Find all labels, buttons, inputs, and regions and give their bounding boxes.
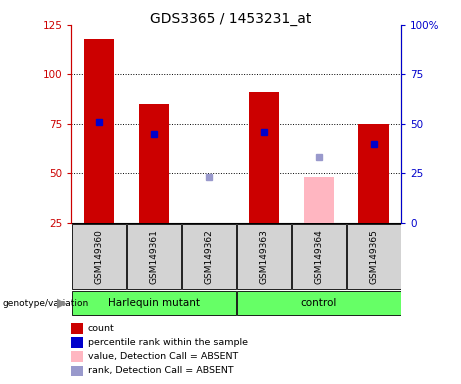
Text: ▶: ▶ [57,297,67,310]
Text: value, Detection Call = ABSENT: value, Detection Call = ABSENT [88,352,238,361]
Text: percentile rank within the sample: percentile rank within the sample [88,338,248,347]
Bar [292,224,346,289]
Text: GSM149364: GSM149364 [314,229,323,284]
Bar [182,224,236,289]
Bar [359,124,389,223]
Bar [84,39,114,223]
Text: Harlequin mutant: Harlequin mutant [108,298,200,308]
Bar [194,223,224,225]
Text: count: count [88,324,114,333]
Text: GSM149365: GSM149365 [369,229,378,284]
Text: GSM149363: GSM149363 [259,229,268,284]
Bar [127,224,181,289]
Text: genotype/variation: genotype/variation [2,299,89,308]
Text: GSM149362: GSM149362 [204,229,213,284]
Text: GSM149360: GSM149360 [95,229,103,284]
Bar [139,104,169,223]
Bar [237,291,401,316]
Text: GDS3365 / 1453231_at: GDS3365 / 1453231_at [150,12,311,25]
Bar [72,224,126,289]
Bar [248,92,279,223]
Bar [303,223,334,225]
Bar [347,224,401,289]
Bar [303,177,334,223]
Text: GSM149361: GSM149361 [149,229,159,284]
Bar [237,224,290,289]
Bar [72,291,236,316]
Text: rank, Detection Call = ABSENT: rank, Detection Call = ABSENT [88,366,233,376]
Text: control: control [301,298,337,308]
